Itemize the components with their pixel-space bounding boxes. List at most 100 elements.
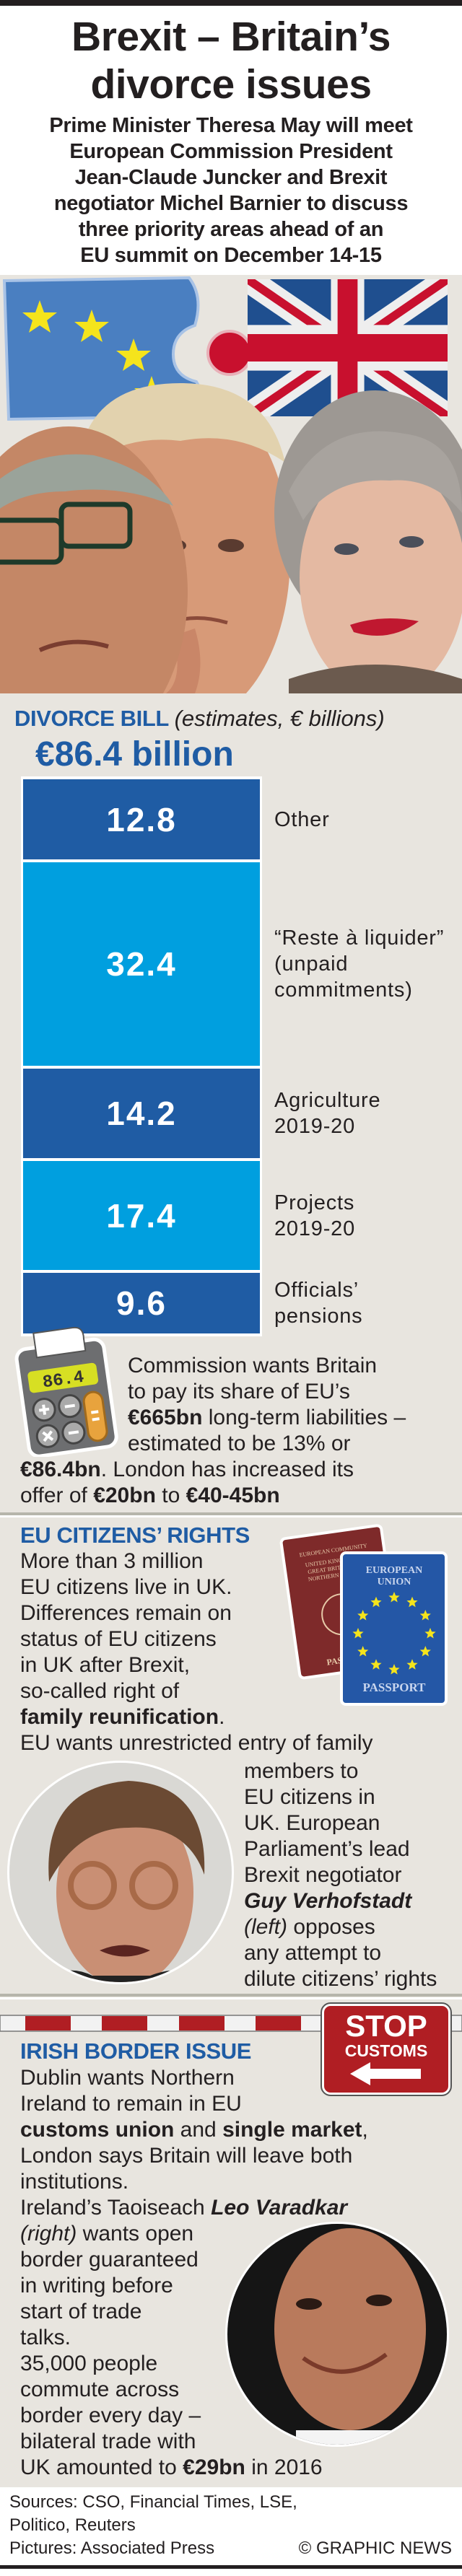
title-line: Brexit – Britain’s [71,14,391,60]
irish-text: Dublin wants Northern Ireland to remain i… [20,2065,368,2481]
heading-text: DIVORCE BILL [14,706,169,731]
bold-text: family reunification [20,1705,219,1729]
page-title: Brexit – Britain’s divorce issues [0,13,462,108]
subtitle-line: Jean-Claude Juncker and Brexit [74,166,388,189]
text-segment: dilute citizens’ rights [244,1967,437,1991]
star-icon [357,1610,369,1621]
text-segment: Ireland to remain in EU [20,2092,242,2116]
section-divider [0,1994,462,1997]
text-segment: commute across [20,2378,180,2401]
category-text: Officials’ pensions [274,1279,363,1328]
sign-text: STOP [345,2009,427,2043]
text-segment: wants open [77,2222,194,2246]
sources: Sources: CSO, Financial Times, LSE, Poli… [9,2491,297,2560]
bar-value-label: 12.8 [106,800,177,838]
bar-segment: 17.4 [23,1161,260,1270]
citizens-text-right: members to EU citizens in UK. European Parl… [244,1758,437,1992]
text-segment: Brexit negotiator [244,1863,402,1887]
text-segment: UK amounted to [20,2455,183,2479]
text-line: estimated to be 13% or [128,1431,406,1457]
text-segment: EU wants unrestricted entry of family [20,1731,373,1755]
text-line: More than 3 million [20,1548,373,1574]
title-line: divorce issues [90,61,372,108]
text-segment: UK. European [244,1811,380,1835]
divorce-bill-heading: DIVORCE BILL (estimates, € billions) [14,706,385,732]
text-segment: and [174,2118,223,2142]
bold-text: single market [222,2118,362,2142]
citizens-text-left: More than 3 million EU citizens live in U… [20,1548,373,1756]
text-line: UK amounted to €29bn in 2016 [20,2455,368,2481]
text-line: Differences remain on [20,1600,373,1626]
subtitle-line: negotiator Michel Barnier to discuss [53,192,409,215]
text-segment: EU citizens in [244,1785,375,1809]
section-divider [0,1515,462,1517]
text-segment: status of EU citizens [20,1627,217,1651]
bold-text: Guy Verhofstadt [244,1889,412,1913]
text-line: Ireland’s Taoiseach Leo Varadkar [20,2195,368,2221]
text-segment: . London has increased its [100,1458,354,1481]
star-icon [357,1646,369,1657]
text-segment: long-term liabilities – [202,1406,406,1429]
irish-heading: IRISH BORDER ISSUE [20,2038,252,2064]
text-segment: London says Britain will leave both [20,2144,353,2168]
eu-stars-icon [352,1592,436,1675]
text-segment: in writing before [20,2274,173,2297]
text-line: UK. European [244,1810,437,1836]
text-line: commute across [20,2377,368,2403]
text-line: 35,000 people [20,2351,368,2377]
text-segment: in UK after Brexit, [20,1653,191,1677]
text-line: €665bn long-term liabilities – [128,1405,406,1431]
sources-line: Sources: CSO, Financial Times, LSE, [9,2492,297,2512]
text-line: to pay its share of EU’s [128,1379,406,1405]
text-segment: talks. [20,2326,71,2349]
text-segment: to pay its share of EU’s [128,1380,350,1403]
sources-line: Politico, Reuters [9,2515,136,2535]
text-line: dilute citizens’ rights [244,1966,437,1992]
text-segment: so-called right of [20,1679,180,1703]
bar-category-label: Other [274,779,462,859]
text-line: EU citizens live in UK. [20,1574,373,1600]
text-segment: opposes [287,1915,375,1939]
text-line: Parliament’s lead [244,1836,437,1862]
text-segment: border guaranteed [20,2248,199,2271]
text-line: in UK after Brexit, [20,1652,373,1678]
divorce-text-bottom: €86.4bn. London has increased its offer o… [20,1457,354,1509]
category-text: “Reste à liquider” (unpaid commitments) [274,926,445,1002]
category-text: Projects 2019-20 [274,1191,356,1240]
bold-text: €86.4bn [20,1458,101,1481]
stop-customs-sign: STOP CUSTOMS [321,2002,452,2096]
section-divider [0,1997,462,1999]
subtitle: Prime Minister Theresa May will meet Eur… [0,113,462,268]
bar-segment: 14.2 [23,1069,260,1158]
eu-passport: EUROPEAN UNION PASSPORT [340,1551,448,1706]
text-segment: in 2016 [245,2455,323,2479]
text-line: London says Britain will leave both [20,2143,368,2169]
star-icon [419,1610,431,1621]
text-segment: Dublin wants Northern [20,2066,235,2090]
text-segment: any attempt to [244,1941,382,1965]
bold-text: €20bn [93,1484,156,1507]
text-line: EU wants unrestricted entry of family [20,1730,373,1756]
uk-flag-puzzle-piece [206,279,448,416]
text-line: offer of €20bn to €40-45bn [20,1483,354,1509]
text-segment: members to [244,1759,359,1783]
star-icon [388,1592,400,1603]
italic-text: (right) [20,2222,77,2246]
text-line: Guy Verhofstadt [244,1888,437,1914]
star-icon [370,1659,382,1670]
passport-text: EUROPEAN [366,1565,423,1576]
arrow-left-icon [350,2062,421,2085]
text-line: EU citizens in [244,1784,437,1810]
subtitle-line: three priority areas ahead of an [78,218,384,241]
text-line: Ireland to remain in EU [20,2091,368,2117]
text-line: Dublin wants Northern [20,2065,368,2091]
star-icon [424,1628,436,1639]
sign-text: CUSTOMS [344,2041,428,2060]
text-segment: , [362,2118,368,2142]
bar-category-label: Agriculture 2019-20 [274,1069,462,1158]
text-segment: bilateral trade with [20,2430,196,2453]
text-segment: . [219,1705,225,1729]
section-divider [0,1512,462,1515]
text-segment: offer of [20,1484,94,1507]
divorce-text-top: Commission wants Britain to pay its share… [128,1353,406,1457]
